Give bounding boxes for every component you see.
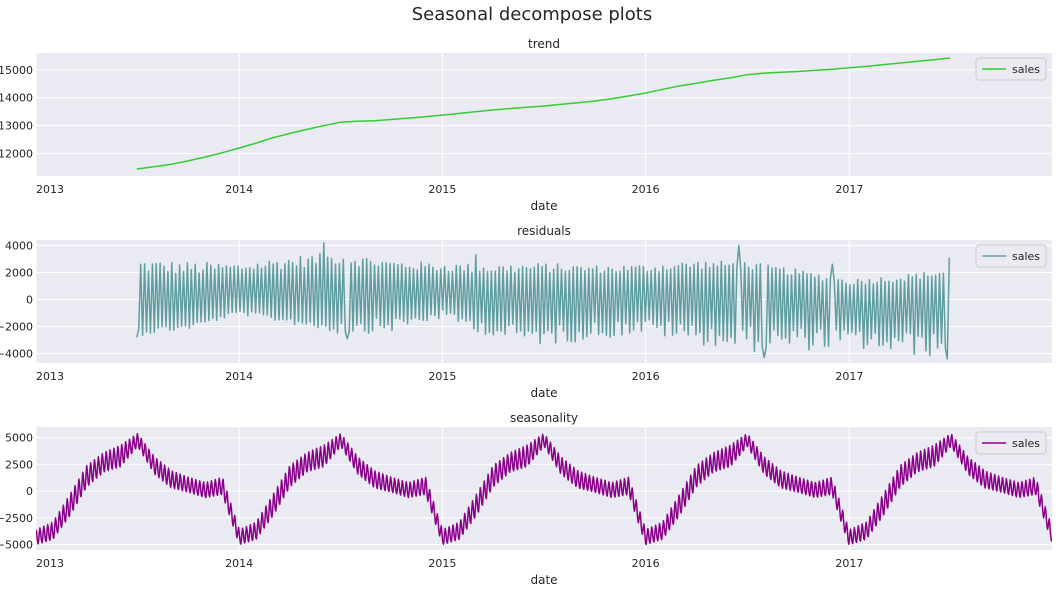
legend: sales: [975, 431, 1047, 455]
legend: sales: [975, 244, 1047, 268]
legend-label: sales: [1012, 63, 1040, 76]
x-tick-label: 2014: [225, 183, 253, 196]
plot-area: [36, 53, 1052, 176]
y-tick-label: 2000: [5, 266, 33, 279]
x-tick-label: 2017: [835, 557, 863, 570]
legend: sales: [975, 57, 1047, 81]
y-tick-label: −2000: [0, 321, 33, 334]
y-tick-label: 2500: [5, 458, 33, 471]
plot-area: [36, 427, 1052, 550]
x-tick-label: 2015: [428, 370, 456, 383]
x-axis-label: date: [530, 386, 557, 400]
legend-label: sales: [1012, 437, 1040, 450]
y-tick-label: 12000: [0, 148, 33, 161]
subplot-residuals: residuals date 2013 2014 2015 2016 2017 −4000 −2…: [0, 224, 1052, 400]
legend-label: sales: [1012, 250, 1040, 263]
y-tick-label: −2500: [0, 512, 33, 525]
y-tick-label: 0: [26, 293, 33, 306]
subplot-trend: trend date 2013 2014 2015 2016 2017 12000 13000 1…: [0, 37, 1052, 213]
x-tick-label: 2016: [632, 557, 660, 570]
y-tick-label: 4000: [5, 239, 33, 252]
legend-box: [975, 57, 1047, 81]
x-tick-label: 2015: [428, 557, 456, 570]
y-tick-label: 14000: [0, 92, 33, 105]
y-tick-label: 15000: [0, 64, 33, 77]
y-tick-label: −5000: [0, 539, 33, 552]
x-tick-label: 2014: [225, 370, 253, 383]
y-tick-label: 5000: [5, 432, 33, 445]
x-tick-label: 2013: [36, 557, 64, 570]
x-tick-label: 2016: [632, 183, 660, 196]
x-tick-label: 2014: [225, 557, 253, 570]
series-line-sales: [136, 57, 951, 170]
x-tick-label: 2013: [36, 183, 64, 196]
x-tick-label: 2013: [36, 370, 64, 383]
series-line-sales: [36, 432, 1052, 546]
series-line-sales: [136, 241, 951, 360]
figure-title: Seasonal decompose plots: [411, 4, 653, 25]
y-tick-label: −4000: [0, 348, 33, 361]
subplot-seasonality: seasonality date 2013 2014 2015 2016 2017 −5000…: [0, 411, 1052, 587]
subplot-title: trend: [528, 37, 560, 51]
x-tick-label: 2017: [835, 183, 863, 196]
x-tick-label: 2015: [428, 183, 456, 196]
x-tick-label: 2017: [835, 370, 863, 383]
subplot-title: seasonality: [510, 411, 578, 425]
y-tick-label: 0: [26, 485, 33, 498]
x-axis-label: date: [530, 199, 557, 213]
subplot-title: residuals: [517, 224, 571, 238]
x-tick-label: 2016: [632, 370, 660, 383]
legend-box: [975, 244, 1047, 268]
y-tick-label: 13000: [0, 120, 33, 133]
legend-box: [975, 431, 1047, 455]
x-axis-label: date: [530, 573, 557, 587]
